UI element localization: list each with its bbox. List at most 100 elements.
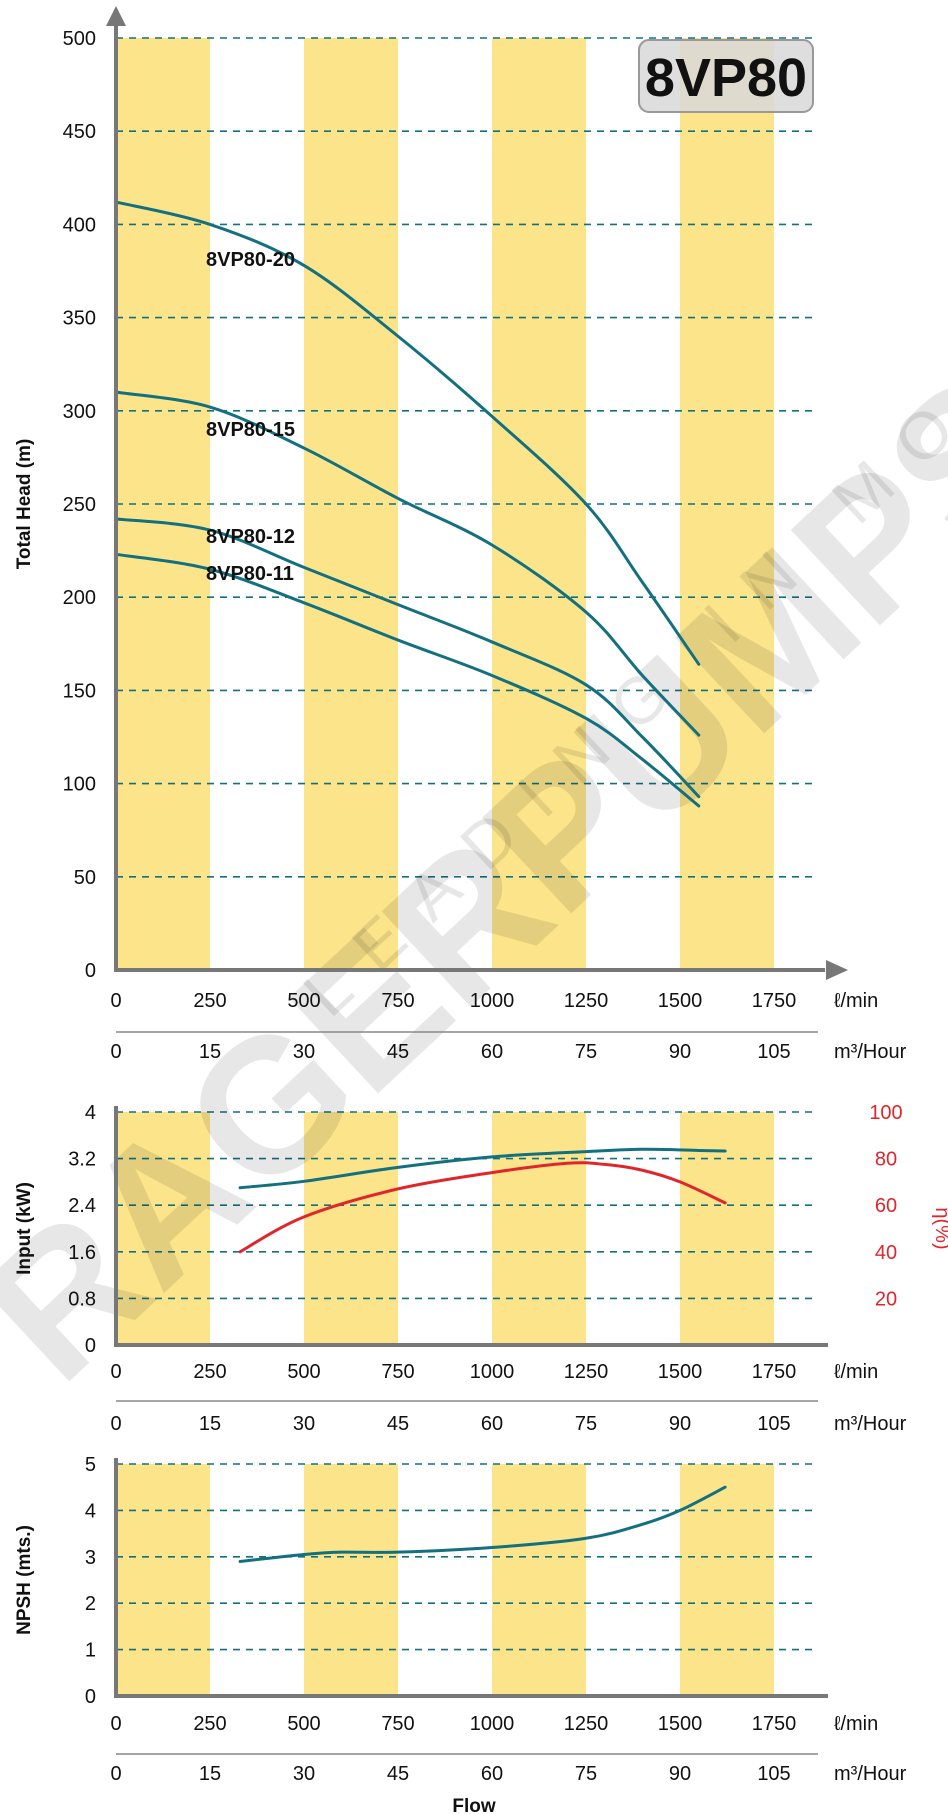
x-tick-label-m3h: 60 (481, 1763, 503, 1785)
y2-tick-label: 80 (875, 1149, 897, 1171)
x-tick-label-m3h: 45 (387, 1041, 409, 1063)
x-tick-label-m3h: 30 (293, 1413, 315, 1435)
y-tick-label: 0 (85, 1686, 96, 1708)
band-1-0 (116, 1112, 210, 1345)
x-unit-m3h: m³/Hour (834, 1041, 907, 1063)
band-1-2 (492, 1112, 586, 1345)
x-tick-label-m3h: 15 (199, 1763, 221, 1785)
x-tick-label-lpm: 1750 (752, 1361, 797, 1383)
y-tick-label: 50 (74, 867, 96, 889)
series-line-0-2 (114, 517, 701, 799)
x-tick-label-lpm: 750 (381, 1361, 414, 1383)
x-tick-label-lpm: 750 (381, 1713, 414, 1735)
y-axis-title: Total Head (m) (14, 439, 35, 570)
series-label: 8VP80-11 (206, 563, 294, 585)
axes (106, 6, 848, 1755)
x-tick-label-m3h: 15 (199, 1041, 221, 1063)
series-line-0-0 (114, 200, 701, 666)
x-tick-label-m3h: 90 (669, 1041, 691, 1063)
x-tick-label-lpm: 1500 (658, 1713, 703, 1735)
y-axis-arrow (106, 6, 126, 26)
y2-tick-label: 100 (869, 1102, 902, 1124)
band-2-1 (304, 1464, 398, 1696)
y-tick-label: 1.6 (68, 1242, 96, 1264)
x-tick-label-lpm: 250 (193, 1713, 226, 1735)
y2-tick-label: 40 (875, 1242, 897, 1264)
x-tick-label-lpm: 1500 (658, 1361, 703, 1383)
x-tick-label-m3h: 45 (387, 1763, 409, 1785)
y-tick-label: 200 (63, 587, 96, 609)
x-axis-title: Flow (452, 1796, 495, 1814)
y-tick-label: 300 (63, 401, 96, 423)
series-line-2-0 (238, 1485, 727, 1563)
y-tick-label: 4 (85, 1500, 96, 1522)
y-axis-title: Input (kW) (14, 1182, 35, 1275)
x-tick-label-m3h: 30 (293, 1041, 315, 1063)
model-badge-box (638, 39, 814, 113)
x-tick-label-lpm: 1000 (470, 1713, 515, 1735)
x-tick-label-m3h: 15 (199, 1413, 221, 1435)
x-tick-label-m3h: 0 (110, 1763, 121, 1785)
series-label: 8VP80-15 (206, 419, 295, 441)
x-tick-label-lpm: 250 (193, 990, 226, 1012)
y-tick-label: 5 (85, 1454, 96, 1476)
x-tick-label-lpm: 250 (193, 1361, 226, 1383)
series-line-1-1 (238, 1161, 727, 1254)
x-tick-label-lpm: 0 (110, 1361, 121, 1383)
x-tick-label-lpm: 750 (381, 990, 414, 1012)
x-tick-label-lpm: 0 (110, 1713, 121, 1735)
y-tick-label: 1 (85, 1640, 96, 1662)
series-line-1-0 (238, 1147, 727, 1190)
y-tick-label: 150 (63, 680, 96, 702)
y-tick-label: 450 (63, 121, 96, 143)
y-tick-label: 2 (85, 1593, 96, 1615)
y-tick-label: 400 (63, 214, 96, 236)
y2-tick-label: 20 (875, 1288, 897, 1310)
x-tick-label-lpm: 1750 (752, 1713, 797, 1735)
y-tick-label: 3.2 (68, 1149, 96, 1171)
y-tick-label: 3 (85, 1547, 96, 1569)
y-tick-label: 350 (63, 308, 96, 330)
x-tick-label-lpm: 1000 (470, 990, 515, 1012)
series-label: 8VP80-20 (206, 249, 295, 271)
y-tick-label: 0 (85, 960, 96, 982)
x-tick-label-m3h: 105 (757, 1763, 790, 1785)
x-tick-label-m3h: 90 (669, 1413, 691, 1435)
band-2-2 (492, 1464, 586, 1696)
x-tick-label-lpm: 1750 (752, 990, 797, 1012)
x-tick-label-lpm: 1250 (564, 1361, 609, 1383)
x-tick-label-lpm: 1500 (658, 990, 703, 1012)
y-tick-label: 0.8 (68, 1288, 96, 1310)
x-tick-label-m3h: 60 (481, 1041, 503, 1063)
x-tick-label-lpm: 500 (287, 990, 320, 1012)
model-badge: 8VP80 (638, 39, 814, 113)
x-tick-label-lpm: 500 (287, 1361, 320, 1383)
band-2-3 (680, 1464, 774, 1696)
x-tick-label-m3h: 105 (757, 1413, 790, 1435)
band-1-3 (680, 1112, 774, 1345)
x-tick-label-m3h: 45 (387, 1413, 409, 1435)
x-tick-label-m3h: 30 (293, 1763, 315, 1785)
x-tick-label-lpm: 500 (287, 1713, 320, 1735)
x-tick-label-m3h: 105 (757, 1041, 790, 1063)
x-unit-lpm: ℓ/min (834, 1713, 878, 1735)
x-tick-label-m3h: 75 (575, 1413, 597, 1435)
y2-tick-label: 60 (875, 1195, 897, 1217)
x-unit-lpm: ℓ/min (834, 1361, 878, 1383)
x-unit-m3h: m³/Hour (834, 1413, 907, 1435)
x-tick-label-m3h: 90 (669, 1763, 691, 1785)
x-tick-label-m3h: 0 (110, 1041, 121, 1063)
x-axis-arrow (826, 960, 848, 980)
band-1-1 (304, 1112, 398, 1345)
y-tick-label: 0 (85, 1335, 96, 1357)
y2-axis-title: η(%) (931, 1207, 948, 1249)
series-label: 8VP80-12 (206, 526, 295, 548)
x-unit-lpm: ℓ/min (834, 990, 878, 1012)
x-tick-label-lpm: 1250 (564, 1713, 609, 1735)
x-tick-label-m3h: 75 (575, 1763, 597, 1785)
band-2-0 (116, 1464, 210, 1696)
model-title: 8VP80 (645, 48, 807, 108)
x-tick-label-lpm: 1250 (564, 990, 609, 1012)
